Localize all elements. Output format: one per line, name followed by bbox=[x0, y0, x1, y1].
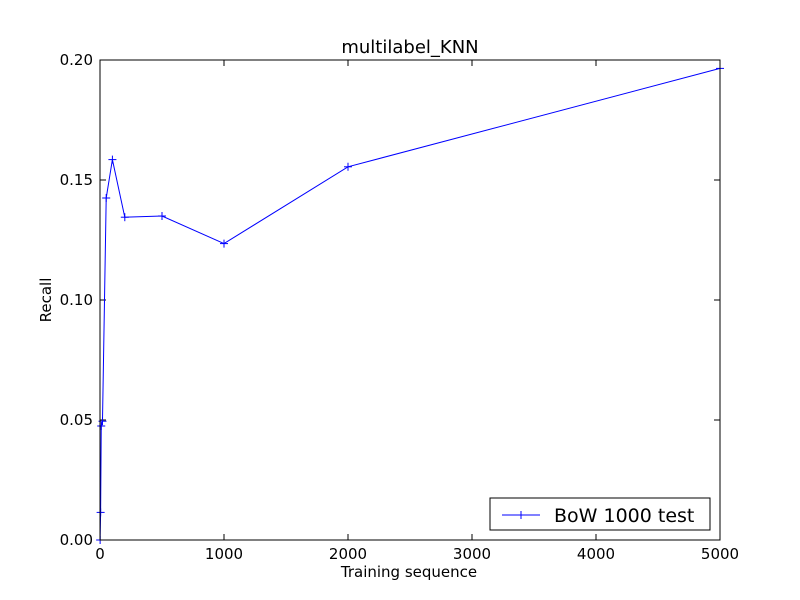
data-point bbox=[96, 508, 105, 517]
x-tick-label: 0 bbox=[95, 545, 105, 563]
y-tick-label: 0.15 bbox=[60, 171, 93, 189]
y-tick-label: 0.05 bbox=[60, 411, 93, 429]
data-point bbox=[344, 162, 352, 171]
data-point bbox=[120, 213, 129, 222]
y-tick-label: 0.20 bbox=[60, 51, 93, 69]
data-point bbox=[158, 212, 166, 220]
data-point bbox=[108, 155, 117, 164]
plot-frame bbox=[99, 59, 721, 541]
tick-layer: 0 1000 2000 3000 4000 5000 0.00 0.05 0.10 0.15 0.2… bbox=[60, 51, 740, 563]
data-point bbox=[220, 239, 228, 248]
y-tick-label: 0.00 bbox=[60, 531, 93, 549]
legend-label: BoW 1000 test bbox=[554, 505, 694, 527]
data-point bbox=[102, 194, 111, 202]
x-tick-label: 1000 bbox=[205, 545, 243, 563]
series-layer bbox=[96, 64, 724, 544]
x-tick-label: 5000 bbox=[701, 545, 739, 563]
legend-marker bbox=[517, 511, 525, 519]
x-tick-label: 4000 bbox=[577, 545, 615, 563]
x-axis-title: Training sequence bbox=[340, 563, 477, 581]
legend: BoW 1000 test bbox=[489, 497, 711, 531]
y-tick-label: 0.10 bbox=[60, 291, 93, 309]
x-tick-label: 2000 bbox=[329, 545, 367, 563]
x-tick-label: 3000 bbox=[453, 545, 491, 563]
y-axis-title: Recall bbox=[37, 278, 55, 323]
legend-box bbox=[489, 497, 711, 531]
data-point bbox=[97, 422, 106, 430]
chart-title: multilabel_KNN bbox=[341, 37, 478, 58]
